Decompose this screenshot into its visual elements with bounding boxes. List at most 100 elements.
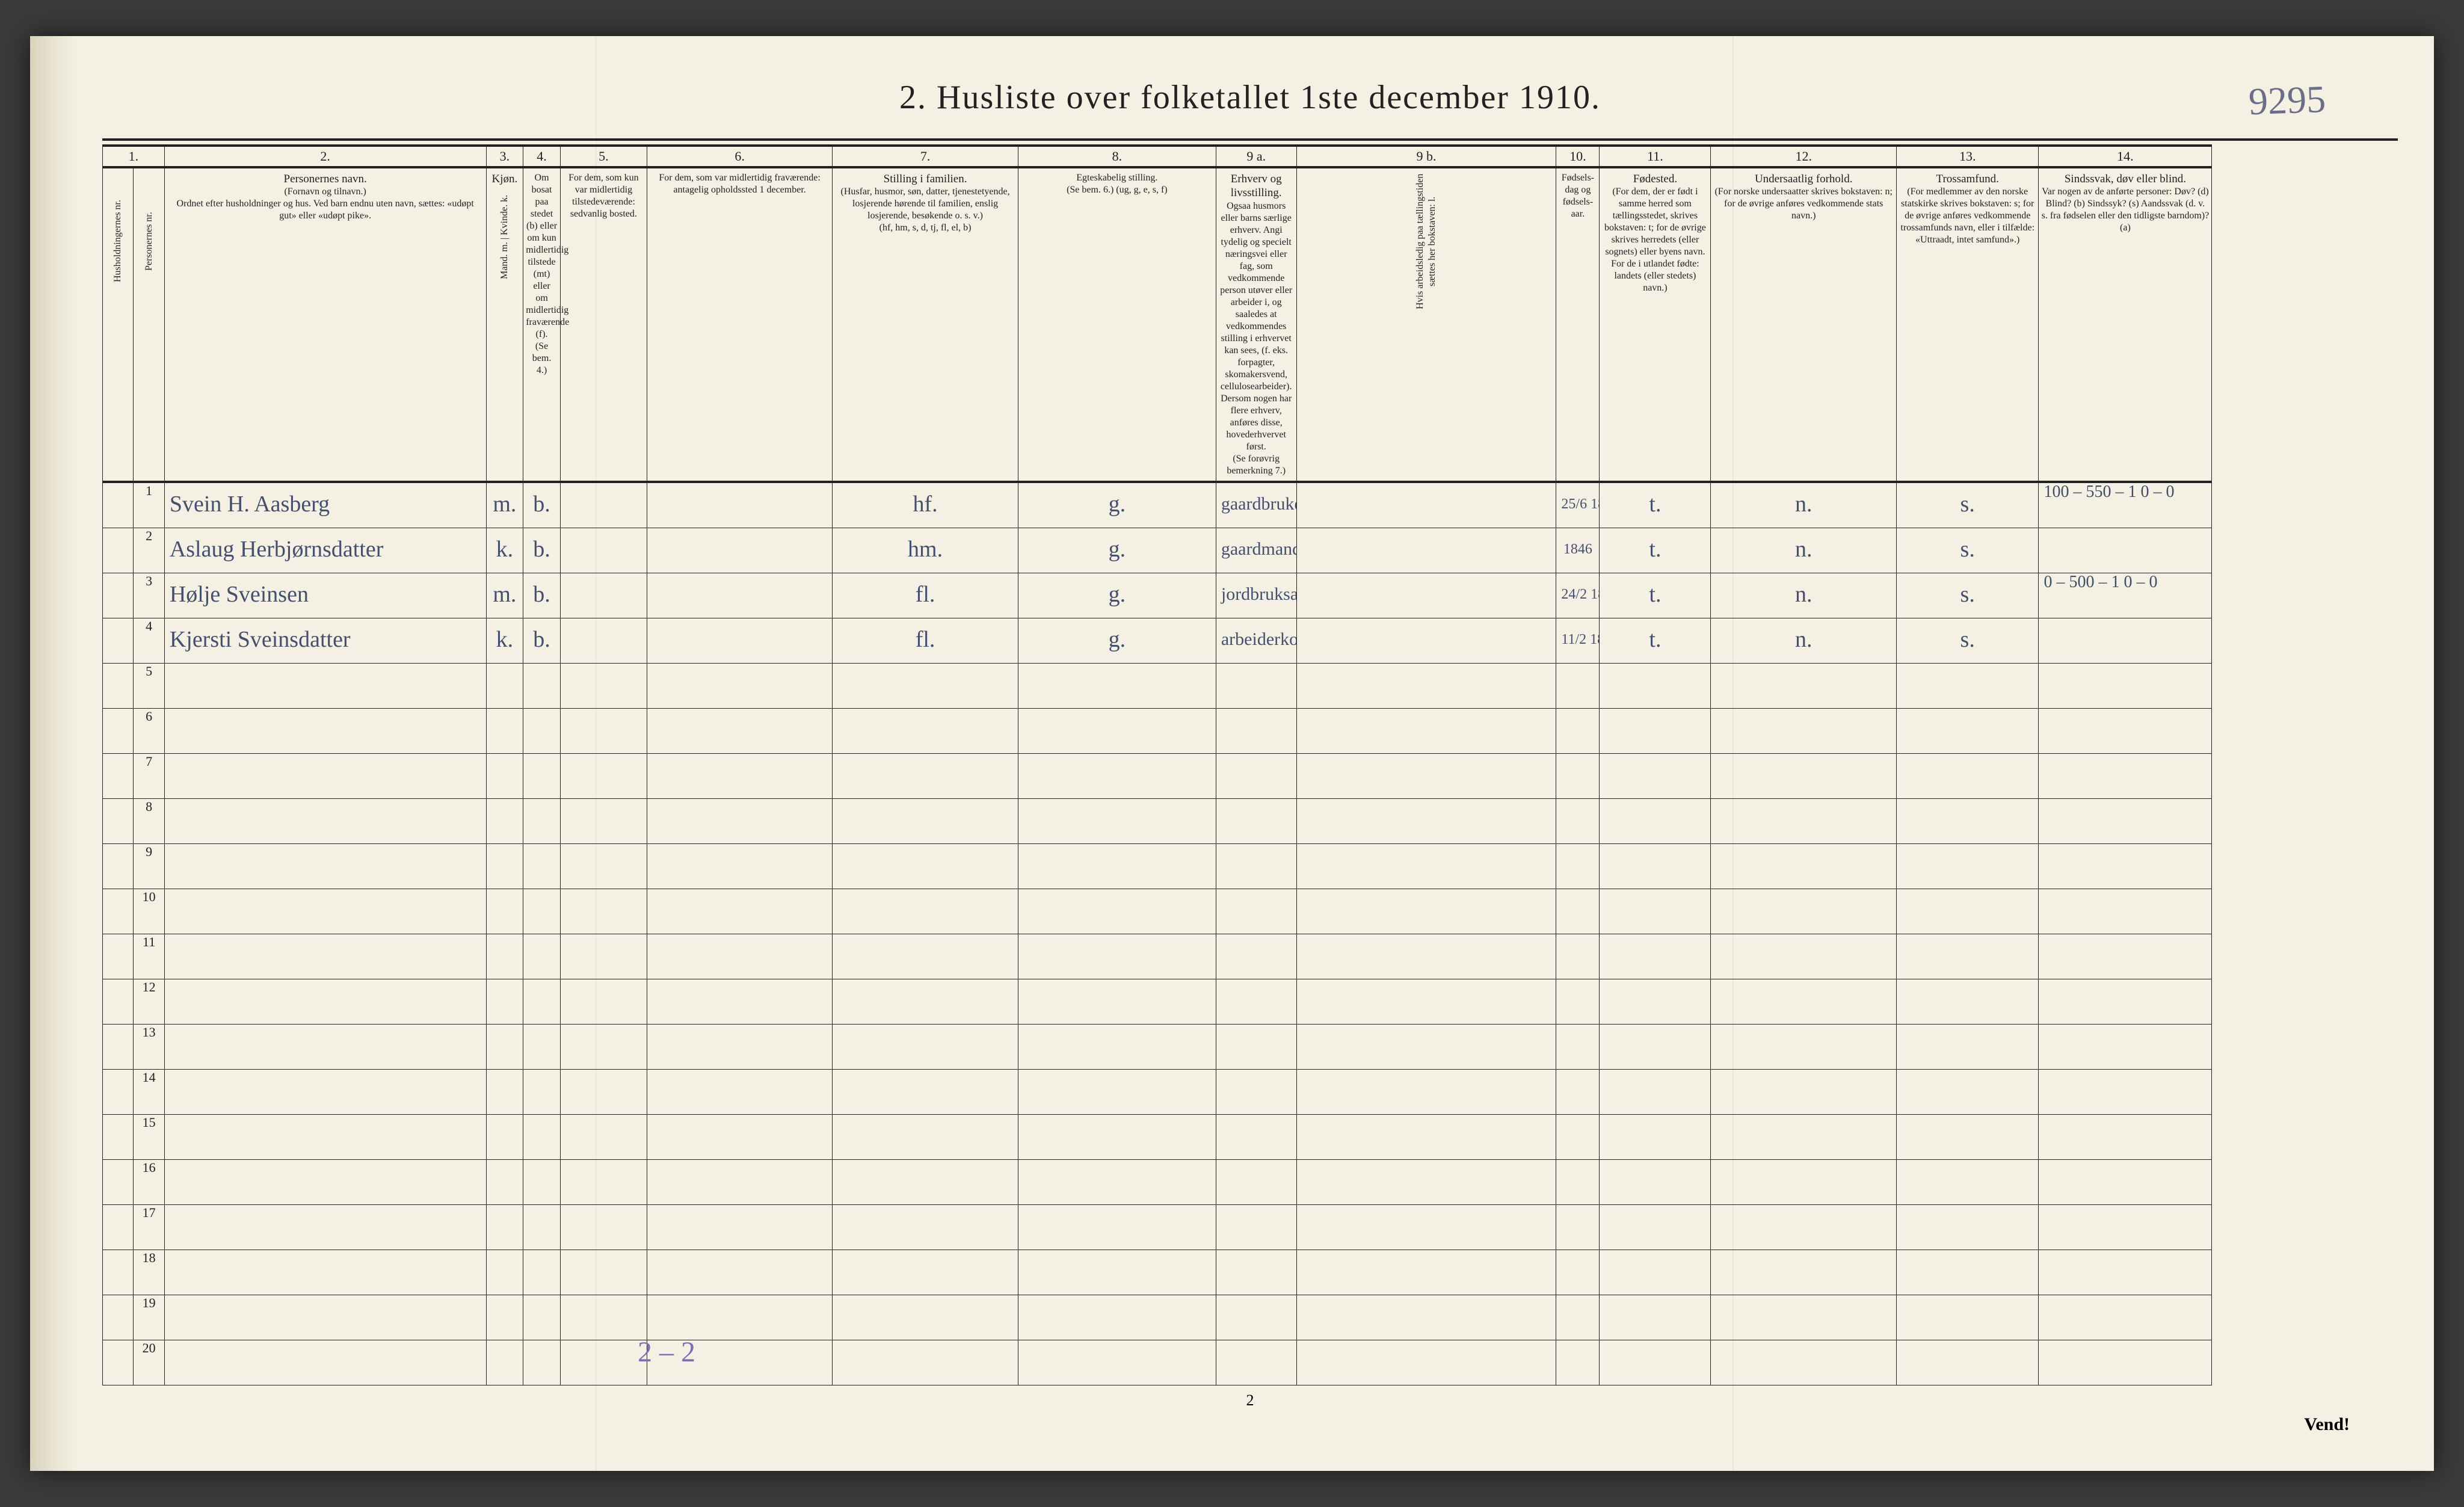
- hdr-name: Personernes navn. (Fornavn og tilnavn.) …: [164, 167, 486, 482]
- table-cell: gaardbruker: [1216, 482, 1296, 528]
- table-cell: [103, 709, 134, 754]
- table-cell: [1216, 1295, 1296, 1340]
- table-cell: [1018, 934, 1216, 979]
- table-cell: [647, 1070, 832, 1115]
- table-cell: [486, 1115, 523, 1160]
- table-cell: 7: [134, 754, 164, 799]
- table-cell: [1711, 664, 1896, 709]
- table-cell: [560, 664, 647, 709]
- table-cell: [647, 1160, 832, 1205]
- table-cell: b.: [523, 573, 561, 618]
- table-cell: [1296, 1070, 1556, 1115]
- table-cell: [2039, 799, 2212, 844]
- table-cell: [1018, 1070, 1216, 1115]
- hdr-disability: Sindssvak, døv eller blind. Var nogen av…: [2039, 167, 2212, 482]
- table-row: 19: [103, 1295, 2398, 1340]
- table-cell: [523, 934, 561, 979]
- table-cell: [164, 844, 486, 889]
- table-cell: [1296, 844, 1556, 889]
- table-cell: n.: [1711, 618, 1896, 664]
- census-table: 1. 2. 3. 4. 5. 6. 7. 8. 9 a. 9 b. 10. 11…: [102, 144, 2398, 1385]
- table-cell: [1018, 1025, 1216, 1070]
- hdr-sex: Kjøn. Mand. m. | Kvinde. k.: [486, 167, 523, 482]
- table-cell: [560, 482, 647, 528]
- table-cell: [486, 1205, 523, 1250]
- table-cell: g.: [1018, 482, 1216, 528]
- table-cell: [1896, 1340, 2039, 1385]
- table-cell: [647, 844, 832, 889]
- table-row: 16: [103, 1160, 2398, 1205]
- table-cell: Aslaug Herbjørnsdatter: [164, 528, 486, 573]
- table-cell: [1296, 1250, 1556, 1295]
- table-cell: [2039, 1070, 2212, 1115]
- table-cell: s.: [1896, 618, 2039, 664]
- colnum-12: 12.: [1711, 146, 1896, 167]
- table-cell: [1018, 889, 1216, 934]
- table-cell: [1556, 799, 1600, 844]
- table-cell: [1556, 1070, 1600, 1115]
- table-cell: [833, 754, 1018, 799]
- hdr-birthplace: Fødested. (For dem, der er født i samme …: [1600, 167, 1711, 482]
- page-container: 9295 2. Husliste over folketallet 1ste d…: [0, 0, 2464, 1507]
- table-cell: [647, 709, 832, 754]
- table-cell: [1296, 934, 1556, 979]
- table-cell: [1896, 889, 2039, 934]
- table-cell: [1600, 844, 1711, 889]
- table-cell: [1296, 528, 1556, 573]
- table-cell: [1711, 1070, 1896, 1115]
- table-cell: [560, 1025, 647, 1070]
- table-cell: [560, 799, 647, 844]
- table-cell: 17: [134, 1205, 164, 1250]
- table-cell: [2039, 528, 2212, 573]
- table-cell: [833, 1250, 1018, 1295]
- table-row: 10: [103, 889, 2398, 934]
- table-cell: Kjersti Sveinsdatter: [164, 618, 486, 664]
- table-cell: [1556, 709, 1600, 754]
- table-cell: [1556, 664, 1600, 709]
- table-cell: [164, 979, 486, 1025]
- table-cell: [1556, 1025, 1600, 1070]
- handwritten-tally: 2 – 2: [638, 1336, 695, 1369]
- table-cell: [560, 618, 647, 664]
- table-cell: [103, 1070, 134, 1115]
- column-header-row: Husholdningernes nr. Personernes nr. Per…: [103, 167, 2398, 482]
- table-cell: [1711, 1205, 1896, 1250]
- rule-top: [102, 138, 2398, 141]
- table-cell: [103, 754, 134, 799]
- table-cell: arbeiderkone (Sjørstue): [1216, 618, 1296, 664]
- table-cell: [164, 1025, 486, 1070]
- table-cell: [103, 664, 134, 709]
- table-row: 2Aslaug Herbjørnsdatterk.b.hm.g.gaardman…: [103, 528, 2398, 573]
- table-cell: [560, 979, 647, 1025]
- table-cell: [486, 934, 523, 979]
- table-cell: [164, 1070, 486, 1115]
- table-cell: [1896, 664, 2039, 709]
- table-cell: [1600, 889, 1711, 934]
- table-cell: [1896, 1295, 2039, 1340]
- colnum-7: 7.: [833, 146, 1018, 167]
- table-cell: [103, 1115, 134, 1160]
- table-cell: [1018, 1340, 1216, 1385]
- hdr-religion: Trossamfund. (For medlemmer av den norsk…: [1896, 167, 2039, 482]
- hdr-household-no: Husholdningernes nr.: [103, 167, 134, 482]
- table-cell: [164, 664, 486, 709]
- table-cell: [523, 1070, 561, 1115]
- table-cell: [103, 1160, 134, 1205]
- table-cell: [164, 799, 486, 844]
- table-cell: 9: [134, 844, 164, 889]
- table-cell: 0 – 500 – 1 0 – 0: [2039, 573, 2212, 618]
- table-cell: [560, 934, 647, 979]
- table-cell: m.: [486, 482, 523, 528]
- table-cell: [1216, 799, 1296, 844]
- table-cell: [1600, 1070, 1711, 1115]
- table-cell: 16: [134, 1160, 164, 1205]
- table-cell: [486, 1160, 523, 1205]
- table-cell: fl.: [833, 573, 1018, 618]
- table-cell: [523, 1205, 561, 1250]
- handwritten-page-number: 9295: [2248, 77, 2327, 124]
- form-title: 2. Husliste over folketallet 1ste decemb…: [102, 78, 2398, 117]
- table-cell: [1216, 1160, 1296, 1205]
- table-cell: t.: [1600, 618, 1711, 664]
- table-cell: [164, 889, 486, 934]
- table-cell: [2039, 1295, 2212, 1340]
